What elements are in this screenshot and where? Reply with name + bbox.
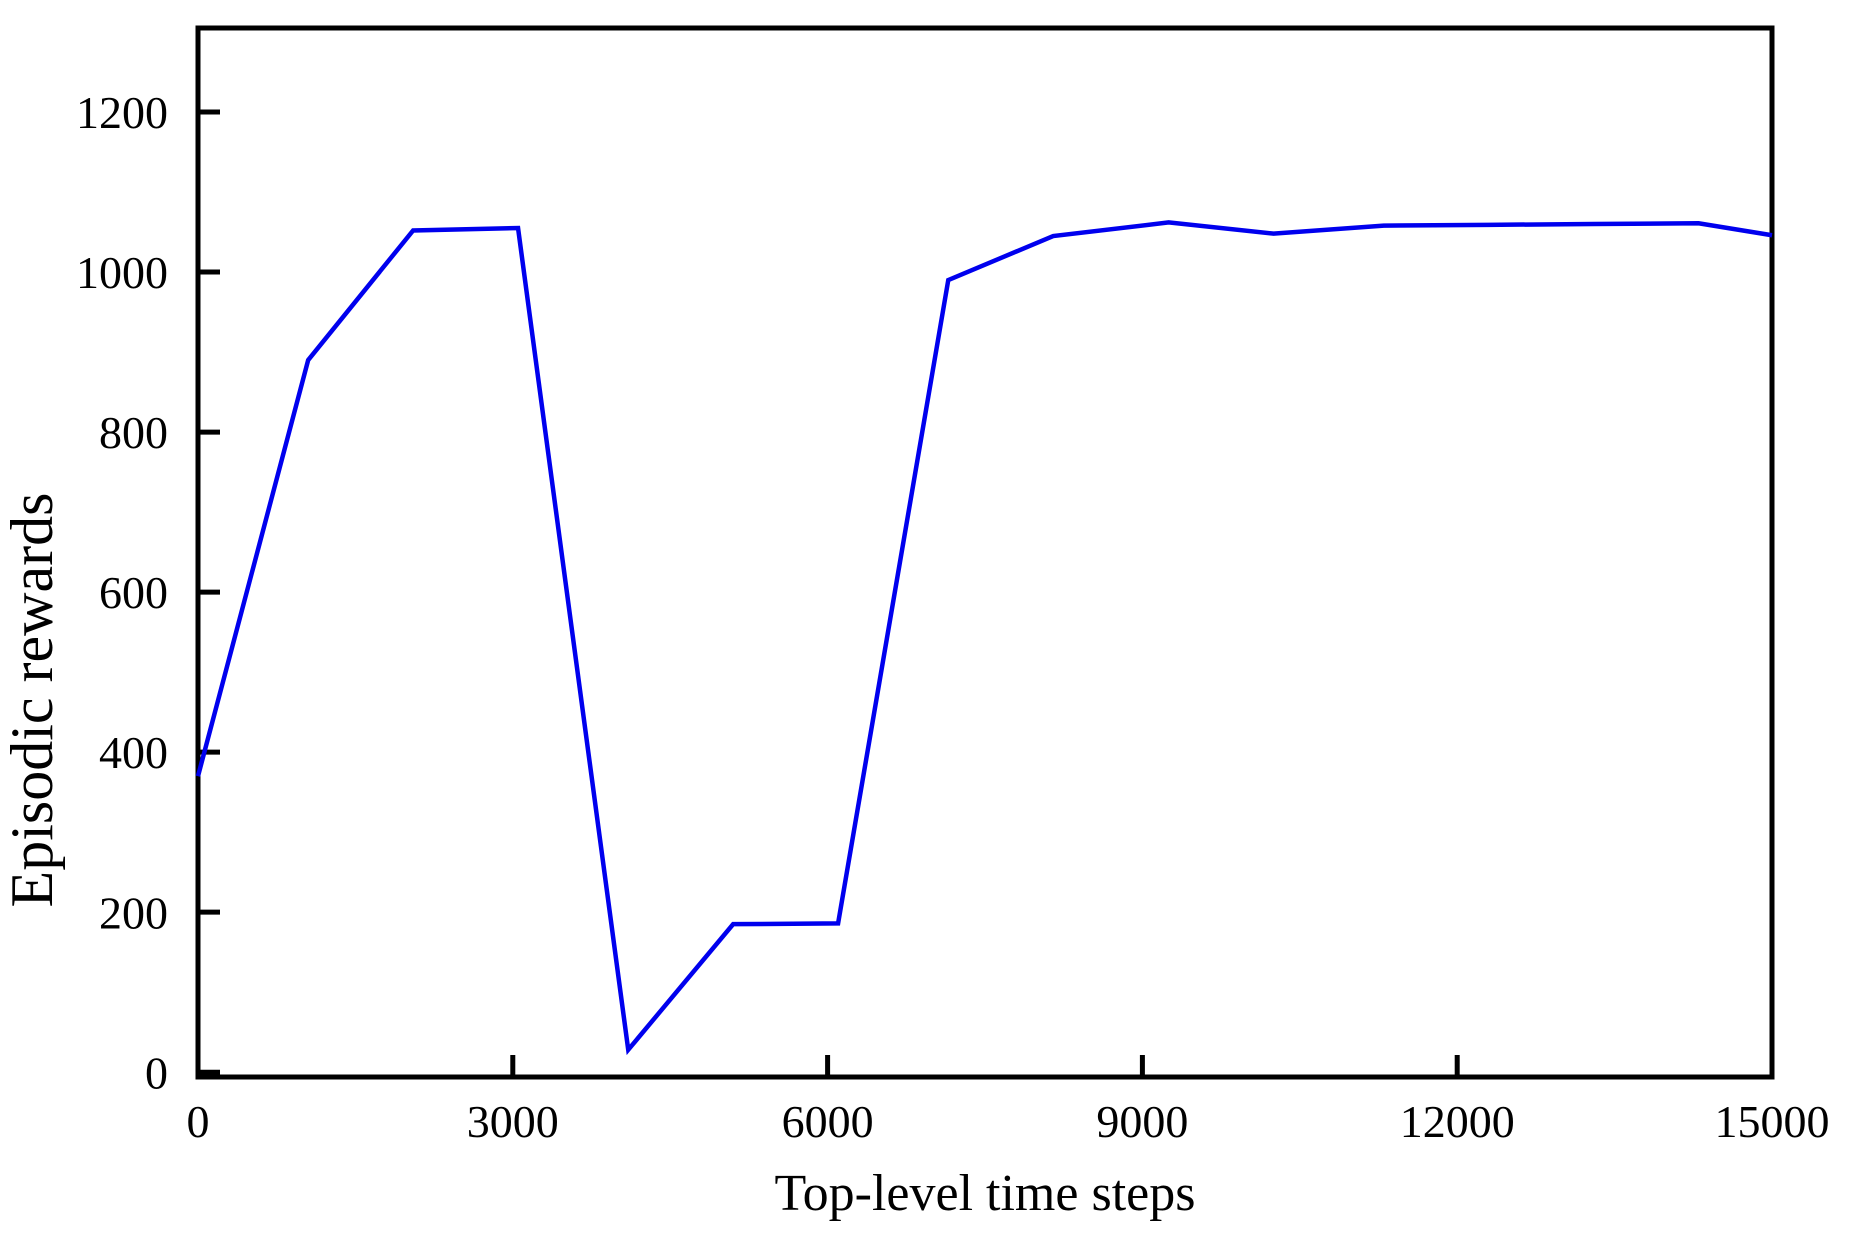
episodic-rewards-line — [195, 220, 1773, 1056]
y-tick-label: 600 — [99, 567, 168, 618]
x-tick-label: 15000 — [1715, 1096, 1830, 1147]
x-axis-label: Top-level time steps — [775, 1165, 1196, 1222]
y-axis-label: Episodic rewards — [0, 493, 65, 908]
x-tick-group: 0 3000 6000 9000 12000 15000 — [187, 1055, 1830, 1147]
y-tick-label: 1200 — [76, 87, 168, 138]
x-tick-label: 12000 — [1400, 1096, 1515, 1147]
y-tick-label: 200 — [99, 887, 168, 938]
y-tick-label: 400 — [99, 727, 168, 778]
x-tick-label: 0 — [187, 1096, 210, 1147]
y-tick-label: 800 — [99, 407, 168, 458]
plot-frame-group — [195, 25, 1775, 1080]
y-tick-group: 0 200 400 600 800 1000 1200 — [76, 87, 220, 1098]
x-tick-label: 3000 — [467, 1096, 559, 1147]
y-tick-label: 0 — [145, 1047, 168, 1098]
y-tick-label: 1000 — [76, 247, 168, 298]
x-tick-label: 9000 — [1096, 1096, 1188, 1147]
series-group — [195, 220, 1773, 1056]
plot-frame — [195, 25, 1775, 1080]
x-tick-label: 6000 — [782, 1096, 874, 1147]
